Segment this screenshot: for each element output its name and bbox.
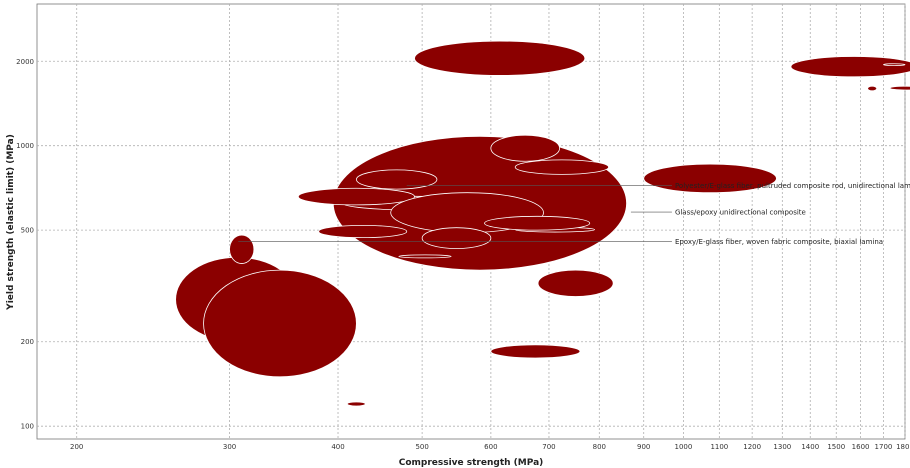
x-tick-label: 1500 [827,443,845,451]
material-bubble[interactable] [514,159,610,175]
x-tick-label: 900 [637,443,650,451]
material-bubble[interactable] [790,56,910,78]
bubble-layer [175,40,910,407]
material-bubble[interactable] [537,269,614,297]
x-tick-label: 1600 [852,443,870,451]
x-tick-label: 300 [223,443,236,451]
material-bubble[interactable] [318,224,408,239]
material-bubble[interactable] [889,85,910,91]
annotation-label: Glass/epoxy unidirectional composite [675,209,806,217]
material-bubble[interactable] [490,344,581,359]
annotation-label: Epoxy/E-glass fiber, woven fabric compos… [675,238,883,246]
x-tick-label: 700 [542,443,555,451]
material-bubble[interactable] [203,269,357,378]
x-tick-label: 1700 [875,443,893,451]
material-bubble[interactable] [297,187,415,206]
material-bubble[interactable] [490,134,560,162]
material-bubble[interactable] [414,40,586,76]
x-tick-label: 800 [593,443,606,451]
tick-labels: 200 300 400 500 600 700 800 900 1000 1100 1200 1300… [16,58,910,451]
material-bubble[interactable] [421,227,492,249]
material-bubble[interactable] [484,215,591,231]
annotation-label: Polyester/E-glass fiber, pultruded compo… [675,182,910,190]
y-tick-label: 100 [21,423,34,431]
material-bubble[interactable] [398,254,452,259]
x-tick-label: 1300 [773,443,791,451]
y-tick-label: 1000 [16,142,34,150]
material-bubble[interactable] [643,163,777,194]
x-tick-label: 600 [484,443,497,451]
x-tick-label: 1400 [801,443,819,451]
x-tick-label: 500 [415,443,428,451]
material-bubble[interactable] [346,401,366,407]
y-axis-label: Yield strength (elastic limit) (MPa) [6,134,16,311]
x-axis-label: Compressive strength (MPa) [399,458,544,468]
x-tick-label: 1000 [675,443,693,451]
annotation-layer: Polyester/E-glass fiber, pultruded compo… [238,182,910,246]
y-tick-label: 200 [21,338,34,346]
x-tick-label: 1200 [743,443,761,451]
x-tick-label: 200 [70,443,83,451]
y-tick-label: 500 [21,227,34,235]
x-tick-label: 1800 [896,443,910,451]
material-bubble[interactable] [883,63,906,66]
y-tick-label: 2000 [16,58,34,66]
material-bubble[interactable] [356,169,438,190]
material-bubble[interactable] [229,234,255,264]
x-tick-label: 1100 [710,443,728,451]
material-bubble[interactable] [867,85,878,92]
x-tick-label: 400 [331,443,344,451]
